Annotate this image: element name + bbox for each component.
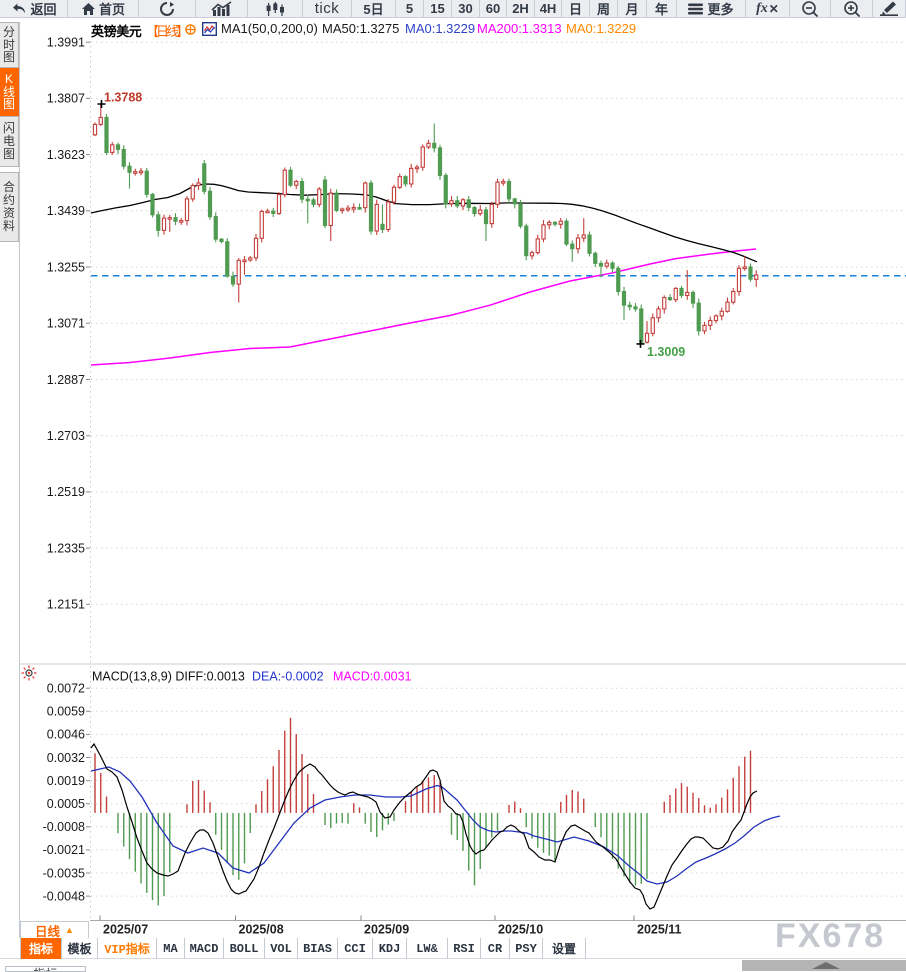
svg-text:-0.0048: -0.0048: [43, 889, 85, 903]
svg-text:DEA:-0.0002: DEA:-0.0002: [252, 670, 324, 684]
svg-text:-0.0021: -0.0021: [43, 843, 85, 857]
svg-text:1.3009: 1.3009: [647, 345, 685, 359]
svg-text:1.3439: 1.3439: [47, 204, 85, 218]
svg-text:1.3255: 1.3255: [47, 260, 85, 274]
svg-text:MACD:0.0031: MACD:0.0031: [333, 670, 412, 684]
svg-text:1.2703: 1.2703: [47, 429, 85, 443]
svg-text:1.3991: 1.3991: [47, 36, 85, 50]
svg-text:0.0072: 0.0072: [47, 682, 85, 696]
svg-text:2025/11: 2025/11: [637, 923, 682, 937]
svg-text:0.0005: 0.0005: [47, 797, 85, 811]
svg-text:1.2519: 1.2519: [47, 485, 85, 499]
svg-text:2025/10: 2025/10: [498, 923, 543, 937]
svg-text:2025/07: 2025/07: [103, 923, 148, 937]
svg-text:MACD(13,8,9) DIFF:0.0013: MACD(13,8,9) DIFF:0.0013: [92, 670, 245, 684]
svg-text:1.2887: 1.2887: [47, 373, 85, 387]
svg-text:0.0032: 0.0032: [47, 751, 85, 765]
svg-text:2025/09: 2025/09: [364, 923, 409, 937]
svg-text:1.2335: 1.2335: [47, 541, 85, 555]
svg-text:1.2151: 1.2151: [47, 598, 85, 612]
svg-text:-0.0035: -0.0035: [43, 866, 85, 880]
svg-text:-0.0008: -0.0008: [43, 820, 85, 834]
svg-text:2025/08: 2025/08: [239, 923, 284, 937]
svg-text:0.0046: 0.0046: [47, 728, 85, 742]
svg-text:1.3623: 1.3623: [47, 148, 85, 162]
svg-text:1.3071: 1.3071: [47, 317, 85, 331]
svg-text:1.3788: 1.3788: [104, 91, 142, 105]
svg-text:0.0059: 0.0059: [47, 705, 85, 719]
svg-text:1.3807: 1.3807: [47, 92, 85, 106]
svg-text:0.0019: 0.0019: [47, 774, 85, 788]
